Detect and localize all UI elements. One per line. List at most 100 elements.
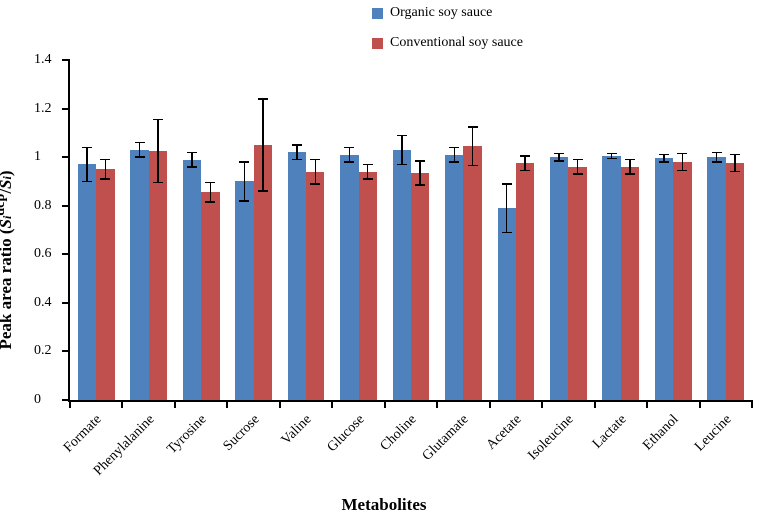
errorbar-cap bbox=[520, 170, 530, 172]
bar bbox=[235, 181, 253, 400]
bar bbox=[411, 173, 429, 400]
errorbar-cap bbox=[135, 156, 145, 158]
errorbar-cap bbox=[100, 159, 110, 161]
errorbar-cap bbox=[625, 159, 635, 161]
x-tick bbox=[279, 400, 281, 408]
y-tick-label: 0.2 bbox=[34, 343, 56, 359]
y-tick-label: 0.4 bbox=[34, 295, 56, 311]
x-category-label: Acetate bbox=[484, 412, 526, 454]
y-tick bbox=[62, 156, 70, 158]
y-tick bbox=[62, 59, 70, 61]
bar bbox=[359, 172, 377, 400]
y-tick-label: 0 bbox=[34, 392, 56, 408]
x-tick bbox=[384, 400, 386, 408]
bar bbox=[183, 160, 201, 400]
errorbar-stem bbox=[244, 162, 246, 201]
errorbar-cap bbox=[607, 158, 617, 160]
errorbar-stem bbox=[682, 154, 684, 171]
errorbar-stem bbox=[105, 160, 107, 179]
errorbar-cap bbox=[659, 154, 669, 156]
x-tick bbox=[541, 400, 543, 408]
legend-label-organic: Organic soy sauce bbox=[390, 5, 492, 21]
y-tick bbox=[62, 205, 70, 207]
errorbar-cap bbox=[82, 147, 92, 149]
x-category-label: Lactate bbox=[590, 412, 630, 452]
errorbar-stem bbox=[472, 127, 474, 166]
errorbar-cap bbox=[205, 201, 215, 203]
x-category-label: Choline bbox=[378, 412, 421, 455]
errorbar-cap bbox=[730, 171, 740, 173]
bar bbox=[96, 169, 114, 400]
legend-swatch-conventional bbox=[372, 38, 383, 49]
x-tick bbox=[121, 400, 123, 408]
errorbar-cap bbox=[187, 166, 197, 168]
legend: Organic soy sauce Conventional soy sauce bbox=[372, 4, 523, 64]
bar bbox=[516, 163, 534, 400]
errorbar-stem bbox=[157, 120, 159, 183]
errorbar-stem bbox=[86, 147, 88, 181]
errorbar-cap bbox=[310, 183, 320, 185]
errorbar-cap bbox=[607, 153, 617, 155]
y-tick-label: 0.6 bbox=[34, 246, 56, 262]
errorbar-cap bbox=[344, 161, 354, 163]
errorbar-stem bbox=[349, 147, 351, 162]
x-tick bbox=[489, 400, 491, 408]
bar bbox=[130, 150, 148, 400]
bar bbox=[568, 167, 586, 400]
errorbar-cap bbox=[677, 170, 687, 172]
errorbar-cap bbox=[554, 153, 564, 155]
y-tick bbox=[62, 350, 70, 352]
x-tick bbox=[646, 400, 648, 408]
errorbar-cap bbox=[520, 155, 530, 157]
errorbar-cap bbox=[712, 161, 722, 163]
errorbar-cap bbox=[554, 160, 564, 162]
bar bbox=[463, 146, 481, 400]
errorbar-stem bbox=[191, 152, 193, 167]
errorbar-cap bbox=[625, 173, 635, 175]
bar bbox=[149, 151, 167, 400]
x-category-label: Glucose bbox=[324, 412, 368, 456]
errorbar-cap bbox=[397, 164, 407, 166]
legend-label-conventional: Conventional soy sauce bbox=[390, 35, 523, 51]
errorbar-cap bbox=[258, 190, 268, 192]
errorbar-cap bbox=[205, 182, 215, 184]
errorbar-cap bbox=[187, 152, 197, 154]
legend-item-conventional: Conventional soy sauce bbox=[372, 34, 523, 52]
errorbar-cap bbox=[730, 154, 740, 156]
errorbar-cap bbox=[239, 200, 249, 202]
errorbar-stem bbox=[506, 184, 508, 233]
y-tick-label: 1.4 bbox=[34, 52, 56, 68]
bar bbox=[78, 164, 96, 400]
bar bbox=[655, 158, 673, 400]
errorbar-cap bbox=[468, 126, 478, 128]
errorbar-cap bbox=[502, 232, 512, 234]
errorbar-stem bbox=[524, 156, 526, 171]
errorbar-cap bbox=[397, 135, 407, 137]
errorbar-stem bbox=[629, 160, 631, 175]
errorbar-cap bbox=[344, 147, 354, 149]
x-category-label: Ethanol bbox=[641, 412, 683, 454]
bar bbox=[340, 155, 358, 400]
x-tick bbox=[226, 400, 228, 408]
errorbar-cap bbox=[449, 147, 459, 149]
errorbar-cap bbox=[659, 161, 669, 163]
x-tick bbox=[751, 400, 753, 408]
x-tick bbox=[331, 400, 333, 408]
errorbar-stem bbox=[401, 135, 403, 164]
y-tick bbox=[62, 108, 70, 110]
y-tick bbox=[62, 302, 70, 304]
errorbar-cap bbox=[415, 160, 425, 162]
errorbar-stem bbox=[262, 99, 264, 191]
errorbar-cap bbox=[258, 98, 268, 100]
errorbar-cap bbox=[363, 178, 373, 180]
plot-area bbox=[68, 60, 752, 402]
errorbar-cap bbox=[468, 165, 478, 167]
x-tick bbox=[174, 400, 176, 408]
errorbar-cap bbox=[573, 159, 583, 161]
x-category-label: Glutamate bbox=[420, 412, 473, 465]
x-category-label: Sucrose bbox=[220, 412, 263, 455]
bar bbox=[288, 152, 306, 400]
errorbar-cap bbox=[100, 178, 110, 180]
bar bbox=[498, 208, 516, 400]
errorbar-stem bbox=[296, 145, 298, 160]
